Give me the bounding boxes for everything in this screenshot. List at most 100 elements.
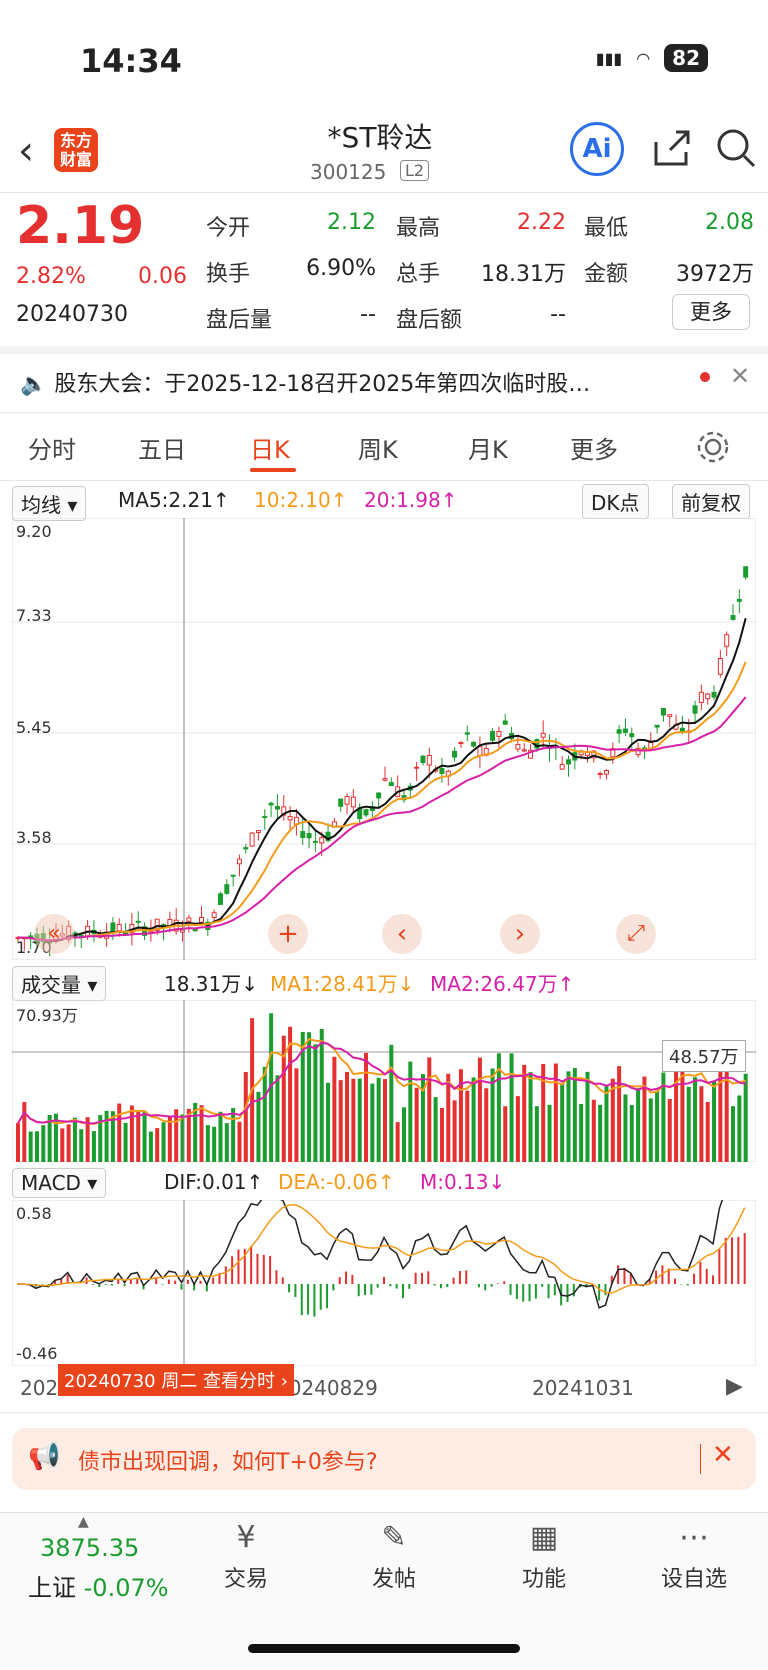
promo-text[interactable]: 债市出现回调，如何T+0参与? bbox=[78, 1450, 378, 1475]
scroll-left-icon[interactable]: ‹ bbox=[382, 914, 422, 954]
next-period-icon[interactable]: ▶ bbox=[726, 1374, 743, 1399]
volume-bar bbox=[180, 1114, 185, 1162]
candle-body bbox=[452, 750, 458, 758]
price-axis-2: 7.33 bbox=[16, 606, 52, 625]
kline-chart[interactable] bbox=[12, 518, 756, 960]
volume-bar bbox=[743, 1073, 748, 1162]
cursor-date-tag[interactable]: 20240730 周二 查看分时 › bbox=[58, 1364, 294, 1396]
volume-bar bbox=[553, 1063, 558, 1162]
volume-bar bbox=[243, 1072, 248, 1162]
volume-bar bbox=[566, 1071, 571, 1162]
candle-body bbox=[382, 778, 388, 781]
battery-icon: 82 bbox=[664, 44, 708, 72]
volume-bar bbox=[686, 1086, 691, 1162]
volume-bar bbox=[79, 1129, 84, 1162]
notice-bar[interactable]: 🔈 股东大会：于2025-12-18召开2025年第四次临时股… bbox=[20, 366, 590, 398]
volume-bar bbox=[218, 1111, 223, 1162]
candle-body bbox=[654, 724, 660, 728]
macd-axis-bottom: -0.46 bbox=[16, 1344, 58, 1363]
dk-point-button[interactable]: DK点 bbox=[582, 484, 649, 519]
volume-bar bbox=[503, 1106, 508, 1162]
volume-bar bbox=[642, 1076, 647, 1162]
candle-body bbox=[477, 746, 483, 756]
high-value: 2.22 bbox=[517, 210, 566, 235]
volume-bar bbox=[458, 1069, 463, 1162]
date-label-3: 20241031 bbox=[532, 1376, 634, 1400]
unread-dot bbox=[700, 372, 710, 382]
volume-bar bbox=[148, 1131, 153, 1162]
stock-name: *ST聆达 bbox=[327, 121, 433, 154]
candle-body bbox=[730, 615, 736, 620]
close-icon[interactable]: ✕ bbox=[730, 362, 751, 390]
candle-body bbox=[135, 920, 141, 923]
ma10-line bbox=[17, 661, 747, 942]
candle-body bbox=[736, 598, 742, 602]
volume-bar bbox=[155, 1128, 160, 1162]
volume-bar bbox=[307, 1032, 312, 1162]
volume-bar bbox=[560, 1083, 565, 1162]
candle-body bbox=[338, 798, 344, 807]
nav-post[interactable]: ✎ 发帖 bbox=[334, 1520, 454, 1593]
adjust-button[interactable]: 前复权 bbox=[672, 484, 750, 519]
kline-frame bbox=[12, 518, 756, 960]
level-badge[interactable]: L2 bbox=[400, 160, 430, 181]
candle-body bbox=[496, 731, 502, 737]
volume-bar bbox=[598, 1104, 603, 1162]
volume-bar bbox=[269, 1013, 274, 1162]
tab-weekly-k[interactable]: 周K bbox=[358, 436, 398, 464]
volume-bar bbox=[515, 1096, 520, 1162]
candle-body bbox=[528, 749, 534, 759]
candle-body bbox=[420, 755, 426, 764]
after-amount-label: 盘后额 bbox=[396, 308, 463, 333]
volume-bar bbox=[737, 1095, 742, 1162]
nav-add-watchlist[interactable]: ⋯ 设自选 bbox=[634, 1520, 754, 1593]
candle-body bbox=[464, 732, 470, 735]
macd-chart[interactable] bbox=[12, 1200, 756, 1366]
nav-functions[interactable]: ▦ 功能 bbox=[484, 1520, 604, 1593]
volume-bar bbox=[60, 1128, 65, 1162]
nav-trade[interactable]: ¥ 交易 bbox=[186, 1520, 306, 1593]
zoom-in-icon[interactable]: + bbox=[268, 914, 308, 954]
ai-button[interactable]: Ai bbox=[570, 122, 624, 176]
settings-gear-icon[interactable] bbox=[696, 430, 730, 464]
volume-ma-line bbox=[17, 1041, 746, 1125]
candle-body bbox=[116, 923, 122, 932]
candle-body bbox=[660, 707, 666, 716]
candle-body bbox=[262, 816, 268, 819]
index-line[interactable]: 上证 -0.07% bbox=[28, 1574, 169, 1602]
ma-selector[interactable]: 均线 ▾ bbox=[12, 486, 87, 521]
volume-bar bbox=[718, 1063, 723, 1162]
close-banner-icon[interactable]: ✕ bbox=[712, 1440, 734, 1470]
candle-body bbox=[255, 830, 261, 833]
rewind-icon[interactable]: « bbox=[34, 914, 74, 954]
tab-monthly-k[interactable]: 月K bbox=[468, 436, 508, 464]
amount-label: 金额 bbox=[584, 262, 629, 287]
tab-intraday[interactable]: 分时 bbox=[28, 436, 76, 464]
volume-chart[interactable] bbox=[12, 1000, 756, 1162]
back-icon[interactable]: ‹ bbox=[18, 128, 34, 174]
more-quote-button[interactable]: 更多 bbox=[672, 294, 750, 330]
turnover-value: 6.90% bbox=[306, 256, 376, 281]
macd-m: M:0.13↓ bbox=[420, 1170, 506, 1194]
volume-bar bbox=[338, 1080, 343, 1162]
candle-body bbox=[236, 858, 242, 865]
volume-selector[interactable]: 成交量 ▾ bbox=[12, 966, 107, 1001]
candle-body bbox=[249, 832, 255, 847]
share-icon[interactable] bbox=[652, 128, 692, 168]
index-value[interactable]: 3875.35 bbox=[40, 1534, 140, 1562]
candle-body bbox=[490, 731, 496, 741]
fullscreen-icon[interactable]: ⤢ bbox=[616, 914, 656, 954]
promo-banner[interactable] bbox=[12, 1428, 756, 1490]
volume-bar bbox=[572, 1068, 577, 1162]
candle-body bbox=[597, 773, 603, 776]
tab-more[interactable]: 更多 bbox=[570, 436, 618, 464]
candle-body bbox=[711, 691, 717, 698]
macd-selector[interactable]: MACD ▾ bbox=[12, 1168, 107, 1198]
search-icon[interactable] bbox=[716, 128, 756, 168]
scroll-right-icon[interactable]: › bbox=[500, 914, 540, 954]
tab-daily-k[interactable]: 日K bbox=[250, 436, 290, 464]
tab-five-day[interactable]: 五日 bbox=[138, 436, 186, 464]
volume-bar bbox=[300, 1031, 305, 1162]
volume-bar bbox=[661, 1072, 666, 1162]
divider bbox=[0, 412, 768, 413]
